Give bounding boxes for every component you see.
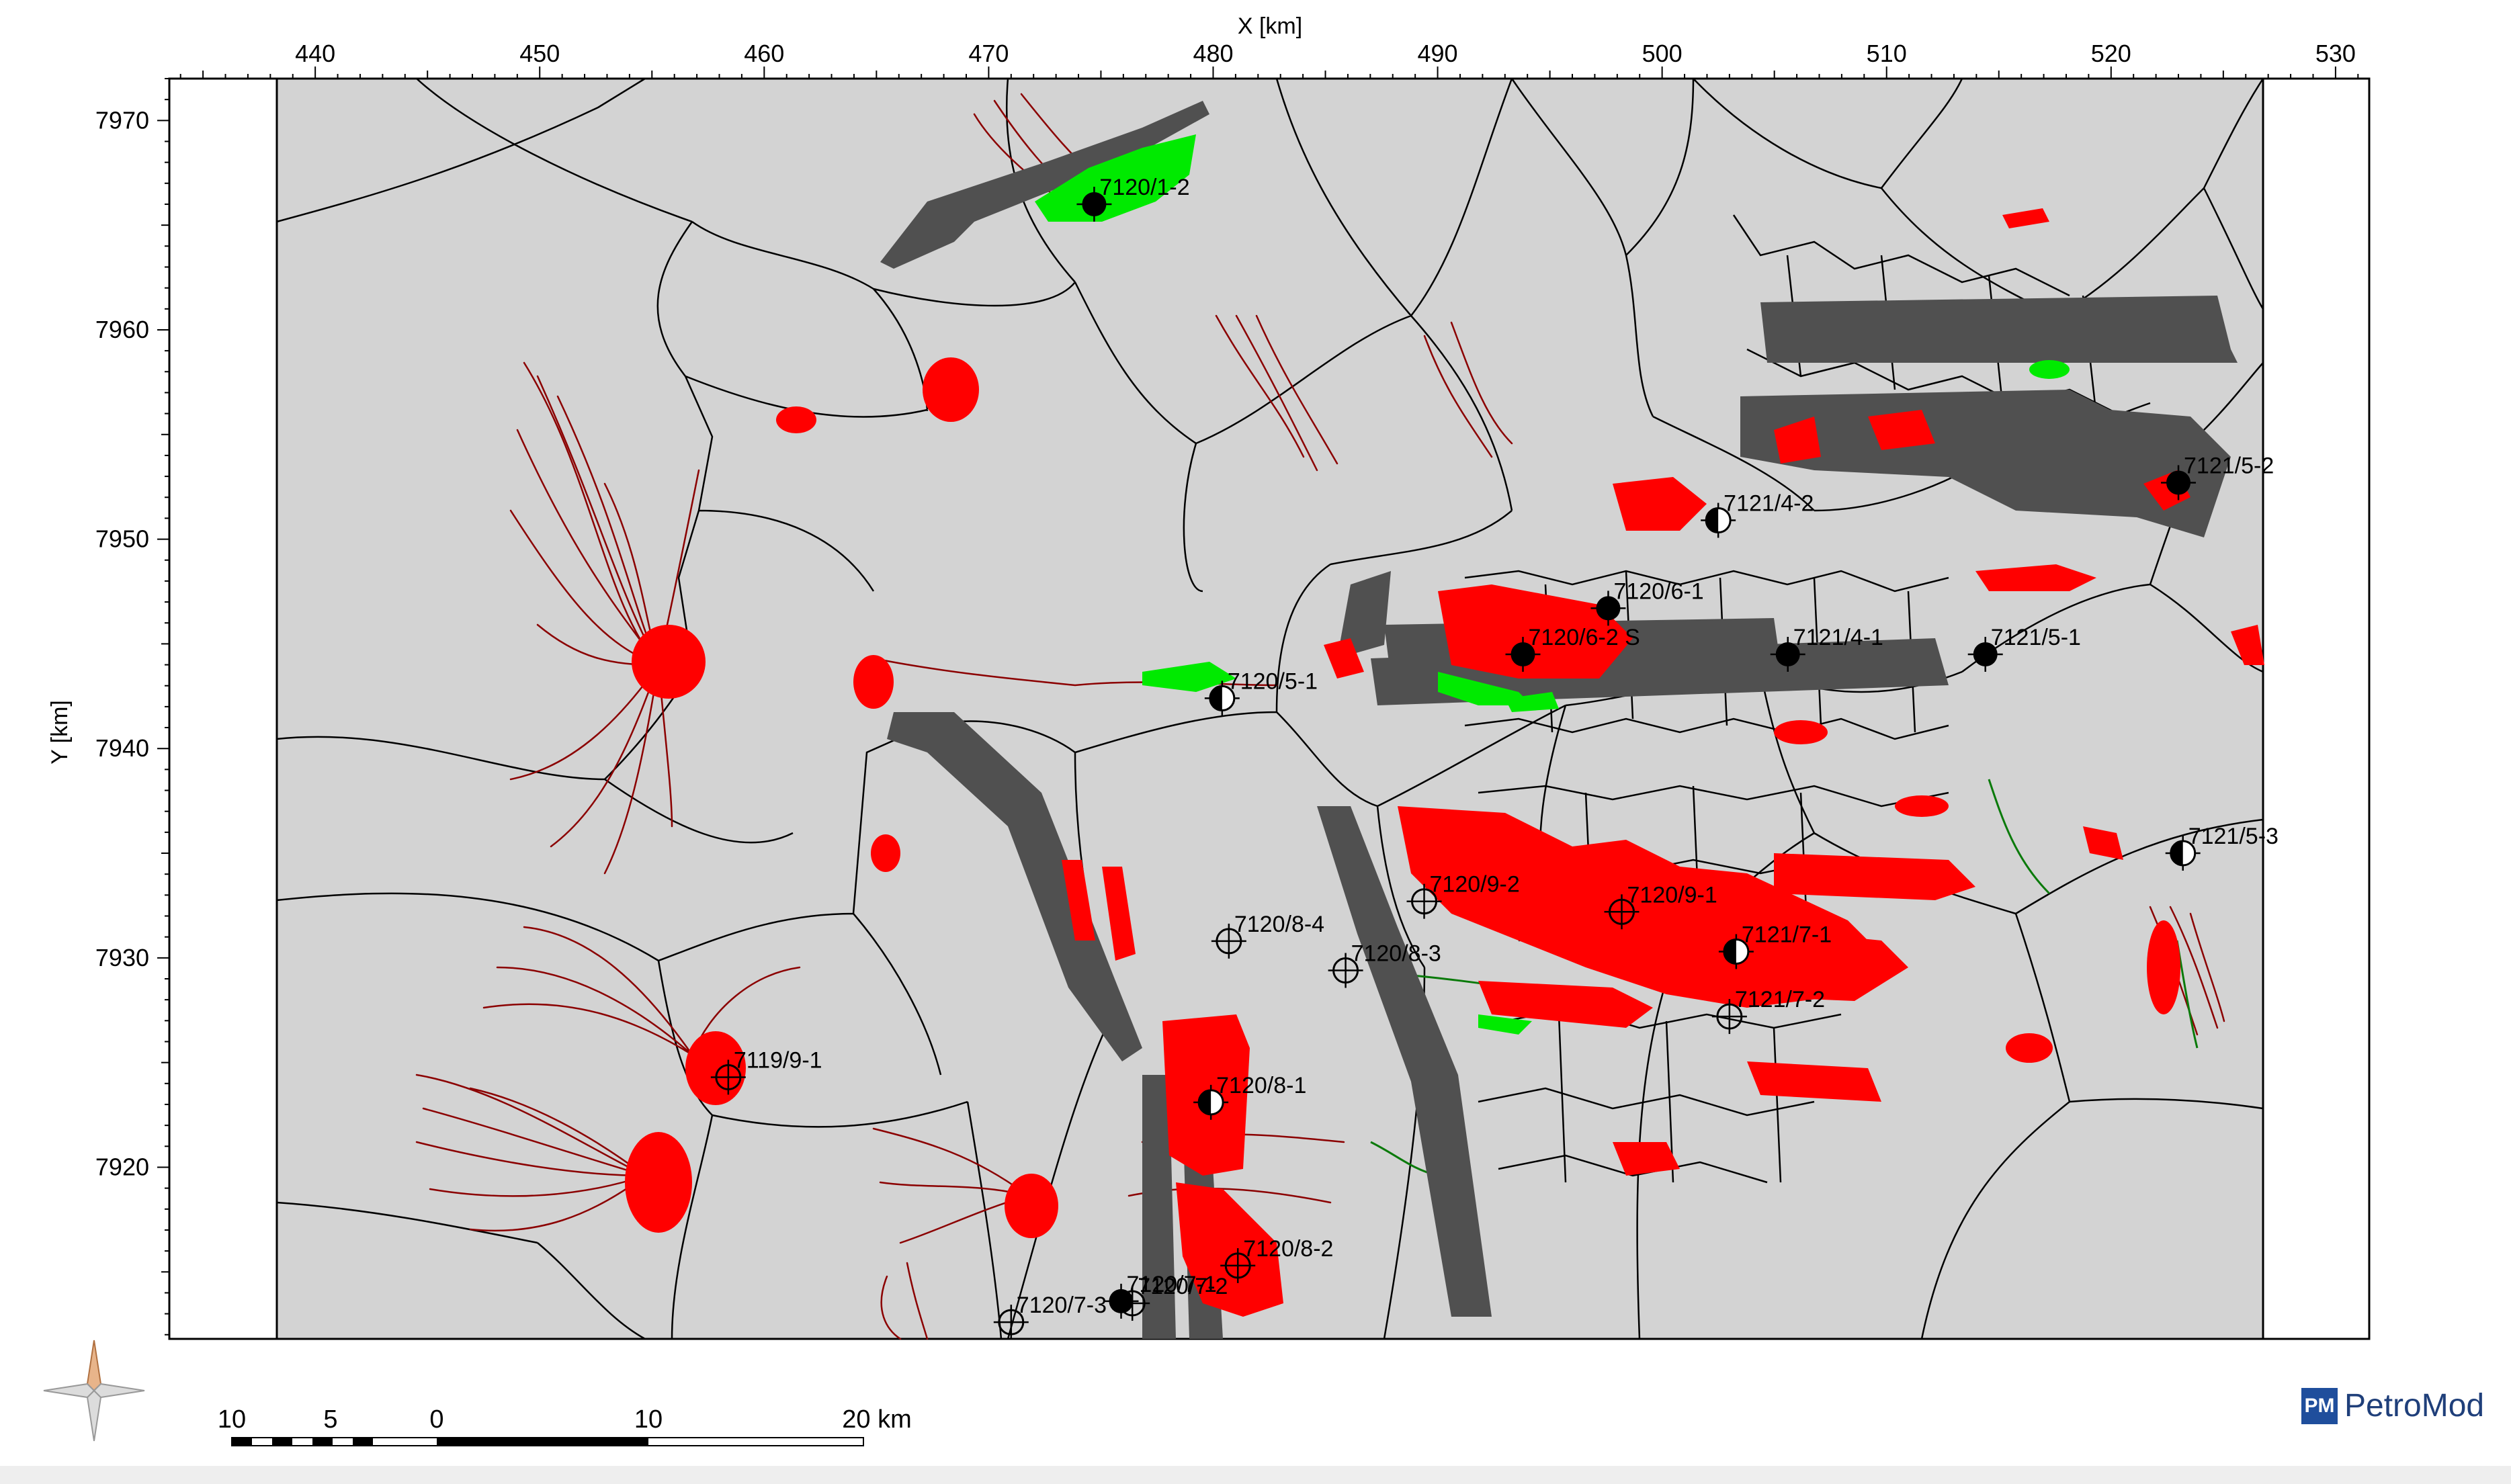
well-marker[interactable]: 7120/7-1 [1103, 1272, 1217, 1319]
well-marker[interactable]: 7120/8-1 [1193, 1073, 1306, 1120]
x-tick-label: 510 [1867, 40, 1907, 67]
north-arrow-icon [43, 1340, 145, 1442]
well-label: 7120/7-2 [1138, 1274, 1228, 1299]
well-marker[interactable]: 7121/5-3 [2165, 824, 2279, 871]
well-symbol-filled [1596, 596, 1621, 621]
well-marker[interactable]: 7120/8-3 [1328, 941, 1441, 988]
well-label: 7121/5-1 [1991, 625, 2081, 650]
well-label: 7120/8-1 [1216, 1073, 1306, 1098]
y-axis: 7970 7960 7950 7940 7930 7920 [95, 106, 149, 1180]
x-axis-title: X [km] [1238, 13, 1302, 39]
y-tick-label: 7940 [95, 734, 149, 762]
well-marker[interactable]: 7120/9-2 [1406, 872, 1520, 919]
axis-ticks [157, 67, 2359, 1336]
well-label: 7120/9-1 [1627, 882, 1717, 908]
y-tick-label: 7960 [95, 316, 149, 343]
y-tick-label: 7920 [95, 1153, 149, 1180]
well-marker[interactable]: 7120/1-2 [1076, 175, 1190, 222]
well-symbol-filled [1775, 642, 1800, 666]
model-area [275, 77, 2264, 1340]
oil-accumulations [625, 208, 2264, 1317]
well-symbol-half-fill [1199, 1090, 1211, 1115]
well-symbol-half-fill [1723, 939, 1736, 964]
x-tick-label: 470 [968, 40, 1009, 67]
well-label: 7121/4-2 [1723, 491, 1814, 517]
well-label: 7121/7-1 [1742, 922, 1832, 947]
well-label: 7119/9-1 [734, 1047, 822, 1073]
well-symbol-filled [1510, 642, 1535, 666]
well-label: 7120/9-2 [1430, 872, 1520, 898]
x-tick-label: 500 [1642, 40, 1683, 67]
well-symbol-open [1332, 957, 1359, 984]
well-symbol-filled [1082, 191, 1107, 216]
y-tick-label: 7970 [95, 106, 149, 134]
well-marker[interactable]: 7121/7-1 [1718, 922, 1832, 969]
well-marker[interactable]: 7120/8-4 [1211, 912, 1324, 959]
well-symbol-filled [1109, 1289, 1134, 1313]
wells: 7120/1-2 7120/6-1 7120/6-2 S 7121/4-1 7121/5… [710, 175, 2279, 1340]
well-symbol-filled [1973, 642, 1998, 666]
x-tick-label: 520 [2091, 40, 2131, 67]
well-marker[interactable]: 7120/8-2 [1220, 1236, 1333, 1283]
x-tick-label: 530 [2315, 40, 2356, 67]
well-symbol-open [1609, 898, 1635, 925]
petromod-logo: PM PetroMod [2301, 1387, 2484, 1424]
x-tick-label: 490 [1418, 40, 1458, 67]
x-tick-label: 460 [744, 40, 784, 67]
y-tick-label: 7930 [95, 944, 149, 971]
well-marker[interactable]: 7120/7-3 [993, 1293, 1107, 1340]
well-symbol-half-fill [1706, 508, 1719, 533]
well-label: 7121/5-3 [2188, 824, 2279, 849]
well-marker[interactable]: 7121/4-1 [1770, 625, 1883, 672]
well-label: 7121/7-2 [1735, 987, 1825, 1012]
well-symbol-open [715, 1063, 742, 1090]
well-label: 7120/1-2 [1099, 175, 1189, 200]
well-marker[interactable]: 7120/6-1 [1590, 578, 1704, 626]
well-symbol-open [1224, 1252, 1251, 1279]
well-symbol-filled [2166, 470, 2191, 495]
well-symbol-open [998, 1309, 1025, 1336]
well-marker[interactable]: 7121/7-2 [1711, 987, 1825, 1035]
well-label: 7120/6-1 [1613, 578, 1703, 604]
well-marker[interactable]: 7119/9-1 [710, 1047, 822, 1095]
well-label: 7121/4-1 [1793, 625, 1883, 650]
x-tick-label: 480 [1193, 40, 1233, 67]
scale-label-10: 10 [634, 1405, 663, 1434]
well-marker[interactable]: 7121/4-2 [1701, 491, 1814, 538]
scale-bar: 10 5 0 10 20 km [218, 1405, 912, 1446]
scale-label-5: 5 [323, 1405, 337, 1434]
status-bar [0, 1466, 2511, 1484]
petromod-badge: PM [2301, 1387, 2338, 1424]
well-symbol-open [1216, 928, 1242, 955]
scale-label-10-left: 10 [218, 1405, 246, 1434]
well-marker[interactable]: 7121/5-2 [2161, 453, 2274, 500]
gas-accumulations [1035, 134, 2070, 1035]
well-marker[interactable]: 7121/5-1 [1967, 625, 2081, 672]
well-symbol-half-fill [2170, 841, 2183, 866]
scale-label-20km: 20 km [842, 1405, 911, 1434]
well-label: 7120/5-1 [1228, 668, 1318, 694]
x-tick-label: 450 [519, 40, 560, 67]
y-tick-label: 7950 [95, 525, 149, 553]
well-symbol-half-fill [1209, 686, 1222, 711]
scale-label-0: 0 [429, 1405, 443, 1434]
petromod-wordmark: PetroMod [2344, 1388, 2485, 1424]
well-symbol-open [1411, 888, 1438, 915]
well-marker[interactable]: 7120/7-2 [1115, 1274, 1228, 1321]
x-axis: 440 450 460 470 480 490 500 510 520 530 [295, 40, 2356, 67]
well-label: 7120/8-4 [1234, 912, 1324, 937]
well-label: 7120/7-3 [1017, 1293, 1107, 1318]
well-marker[interactable]: 7120/5-1 [1204, 668, 1318, 716]
well-label: 7120/8-3 [1351, 941, 1441, 967]
well-label: 7121/5-2 [2184, 453, 2274, 478]
well-label: 7120/8-2 [1243, 1236, 1333, 1262]
well-label: 7120/6-2 S [1529, 625, 1640, 650]
well-marker[interactable]: 7120/9-1 [1604, 882, 1717, 930]
y-axis-title: Y [km] [47, 700, 73, 765]
x-tick-label: 440 [295, 40, 335, 67]
well-symbol-open [1716, 1003, 1743, 1030]
well-marker[interactable]: 7120/6-2 S [1505, 625, 1640, 672]
well-label: 7120/7-1 [1127, 1272, 1217, 1297]
